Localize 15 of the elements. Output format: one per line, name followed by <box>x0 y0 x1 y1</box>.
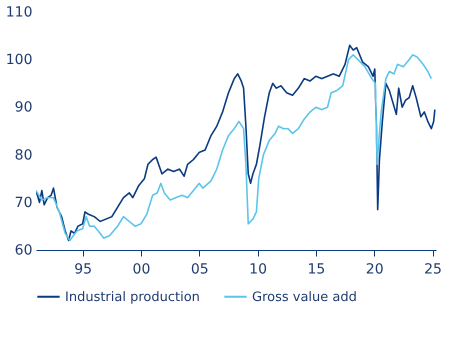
x-tick-label: 15 <box>307 262 326 278</box>
legend-label: Industrial production <box>65 290 200 305</box>
legend-label: Gross value add <box>252 290 357 305</box>
x-tick-label: 10 <box>249 262 267 278</box>
y-tick-label: 100 <box>6 52 32 68</box>
y-tick-label: 80 <box>14 147 32 164</box>
y-tick-label: 60 <box>14 242 32 258</box>
x-tick-label: 95 <box>74 262 92 278</box>
x-tick-label: 25 <box>424 262 442 278</box>
x-tick-label: 05 <box>190 262 209 278</box>
y-tick-label: 70 <box>14 194 32 211</box>
x-tick-label: 00 <box>132 262 150 278</box>
y-tick-label: 90 <box>14 100 32 116</box>
y-tick-label: 110 <box>6 4 32 20</box>
x-tick-label: 20 <box>366 262 384 278</box>
